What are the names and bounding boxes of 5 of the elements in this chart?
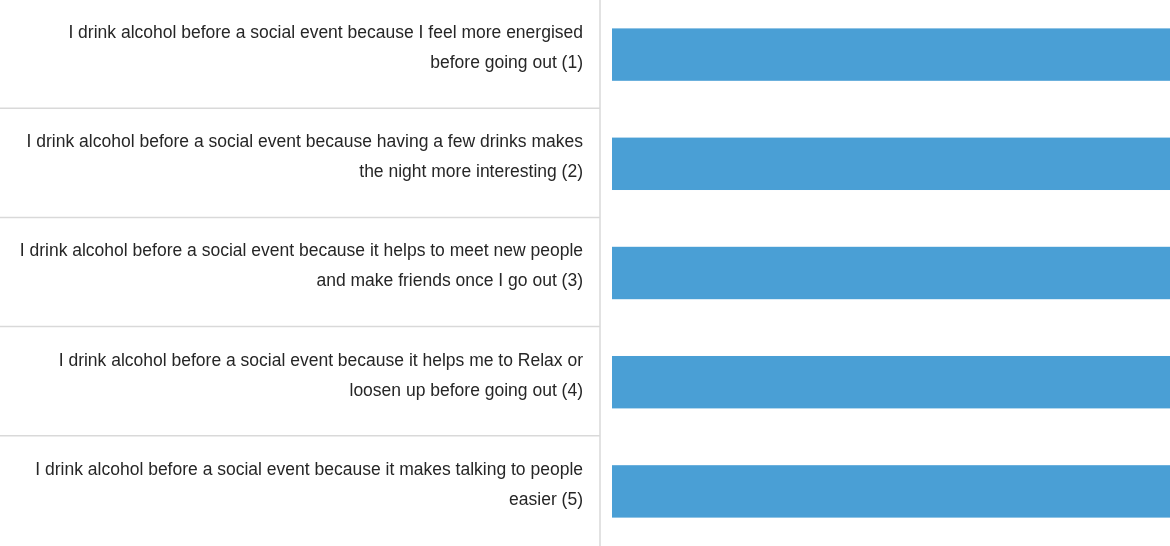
y-tick-label: I drink alcohol before a social event because I feel more energised before going out (1) — [68, 22, 583, 72]
y-tick-label: I drink alcohol before a social event because it helps to meet new people and make friends once I go out (3) — [19, 240, 583, 291]
y-tick-label: I drink alcohol before a social event because it makes talking to people easier (5) — [35, 458, 583, 509]
y-tick-label: I drink alcohol before a social event because having a few drinks makes the night more interesting (2) — [26, 131, 584, 182]
y-tick-label: I drink alcohol before a social event because it helps me to Relax or loosen up before going out (4) — [58, 349, 584, 400]
